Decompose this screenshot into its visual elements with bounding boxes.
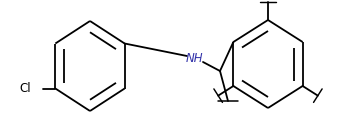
- Text: NH: NH: [186, 53, 204, 66]
- Text: Cl: Cl: [20, 82, 31, 95]
